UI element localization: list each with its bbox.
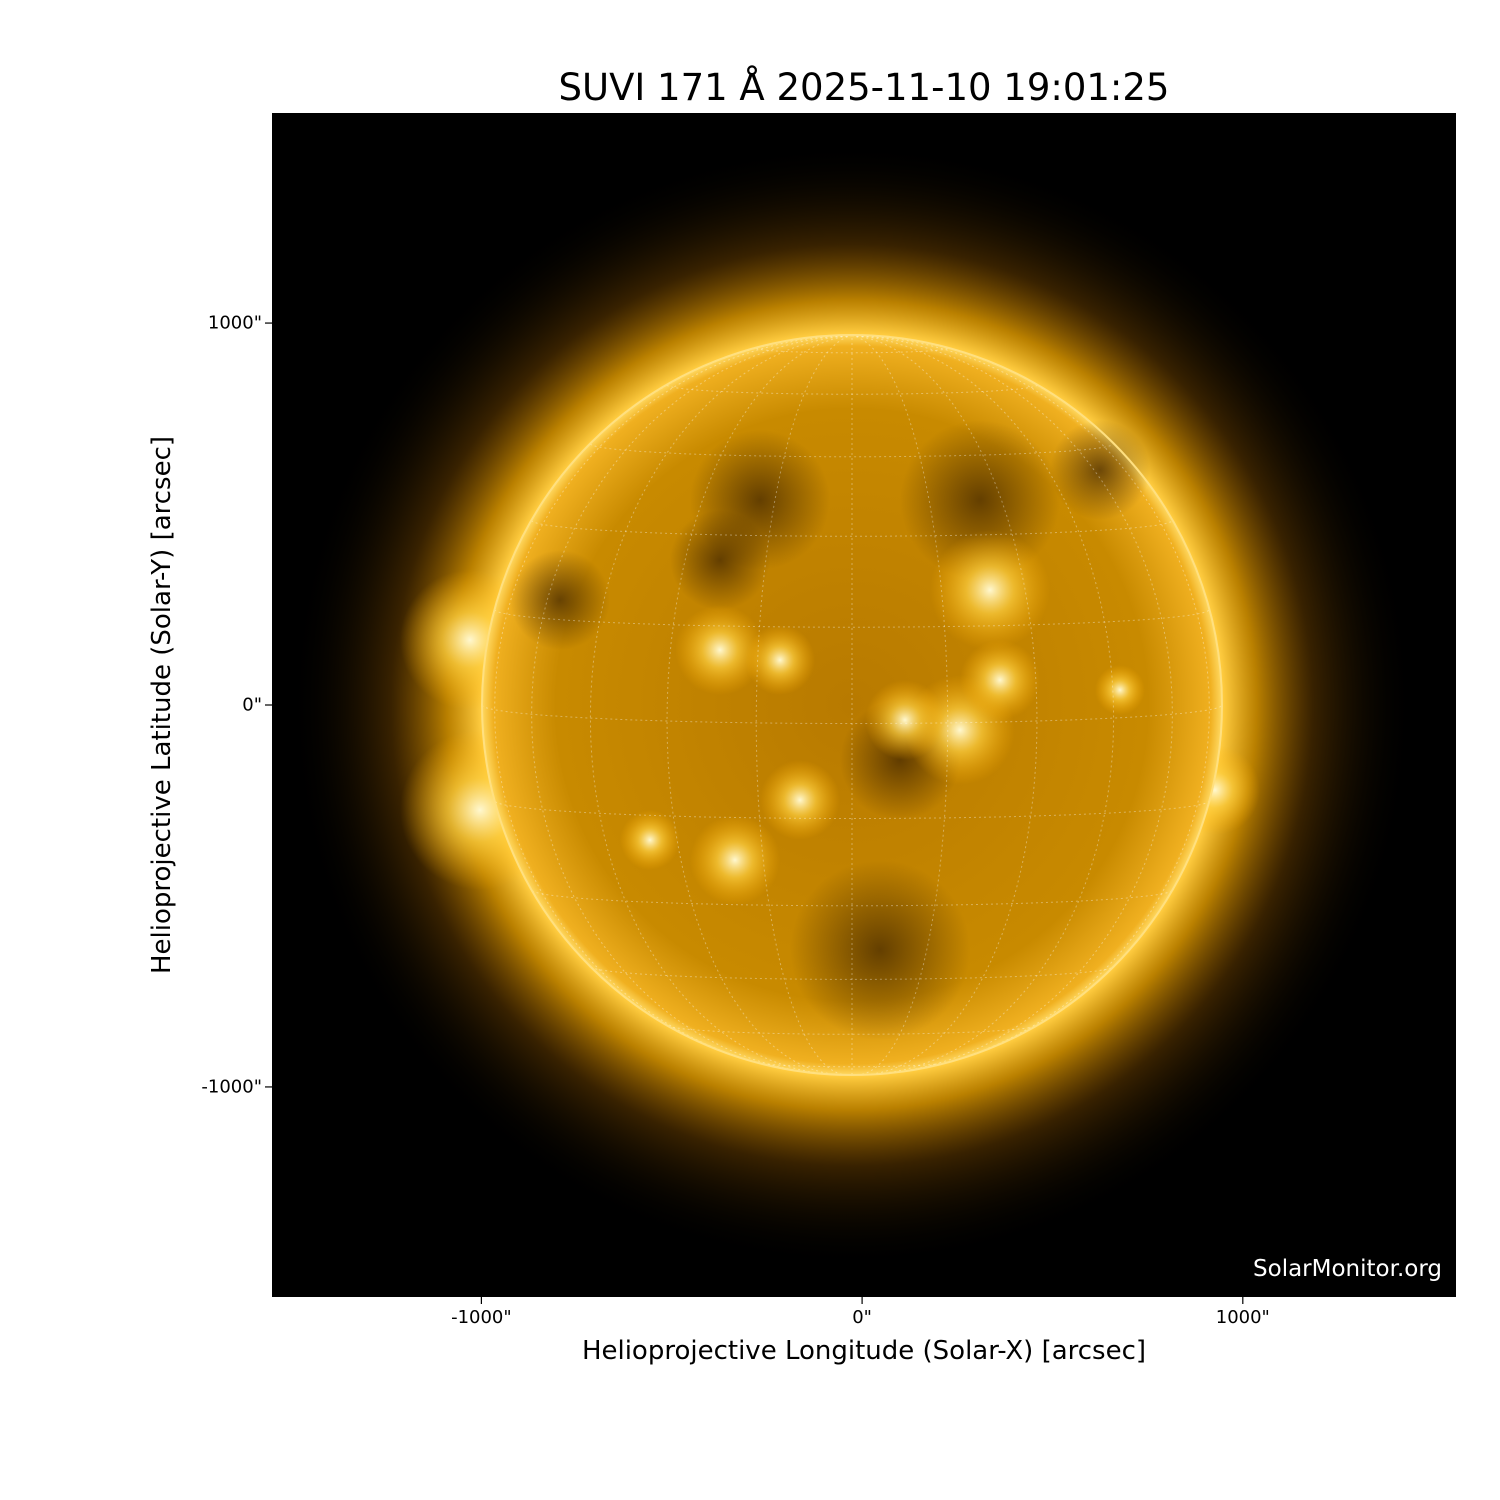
grid-line — [494, 335, 853, 1068]
watermark: SolarMonitor.org — [1253, 1256, 1442, 1282]
x-tick-label: 1000" — [1215, 1307, 1270, 1328]
grid-line — [590, 966, 1114, 980]
chart-title: SUVI 171 Å 2025-11-10 19:01:25 — [558, 66, 1170, 109]
active-region — [1095, 665, 1145, 715]
x-tick-label: 0" — [852, 1307, 872, 1328]
grid-line — [851, 335, 1210, 1068]
y-tick-label: 0" — [242, 694, 262, 716]
coronal-dark-region — [1050, 420, 1150, 520]
grid-line — [851, 335, 1038, 1075]
grid-line — [666, 384, 1038, 395]
coronal-dark-region — [670, 510, 770, 610]
grid-line — [481, 704, 1223, 724]
coronal-dark-region — [790, 860, 970, 1040]
grid-line — [589, 443, 1115, 458]
active-region — [865, 680, 945, 760]
active-region — [760, 760, 840, 840]
solar-limb — [481, 334, 1223, 1076]
y-axis-label: Helioprojective Latitude (Solar-Y) [arcs… — [147, 435, 177, 975]
active-region — [930, 530, 1050, 650]
y-tick-label: -1000" — [201, 1076, 262, 1098]
grid-line — [755, 347, 949, 354]
active-region — [620, 810, 680, 870]
active-region — [675, 605, 765, 695]
grid-line — [494, 801, 1210, 819]
x-axis-label: Helioprojective Longitude (Solar-X) [arc… — [581, 1336, 1147, 1366]
x-tick-label: -1000" — [451, 1307, 512, 1328]
coronal-dark-region — [510, 550, 610, 650]
grid-line — [851, 335, 1115, 1075]
grid-line — [667, 1025, 1037, 1035]
y-tick-label: 1000" — [207, 312, 262, 334]
grid-line — [531, 335, 853, 1074]
grid-line — [531, 890, 1173, 907]
grid-line — [531, 519, 1173, 537]
grid-line — [589, 335, 853, 1075]
grid-line — [851, 335, 949, 1076]
active-region — [690, 815, 780, 905]
active-region — [745, 625, 815, 695]
grid-line — [666, 335, 853, 1075]
grid-line — [851, 335, 1173, 1074]
active-region — [960, 640, 1040, 720]
grid-line — [755, 335, 853, 1076]
